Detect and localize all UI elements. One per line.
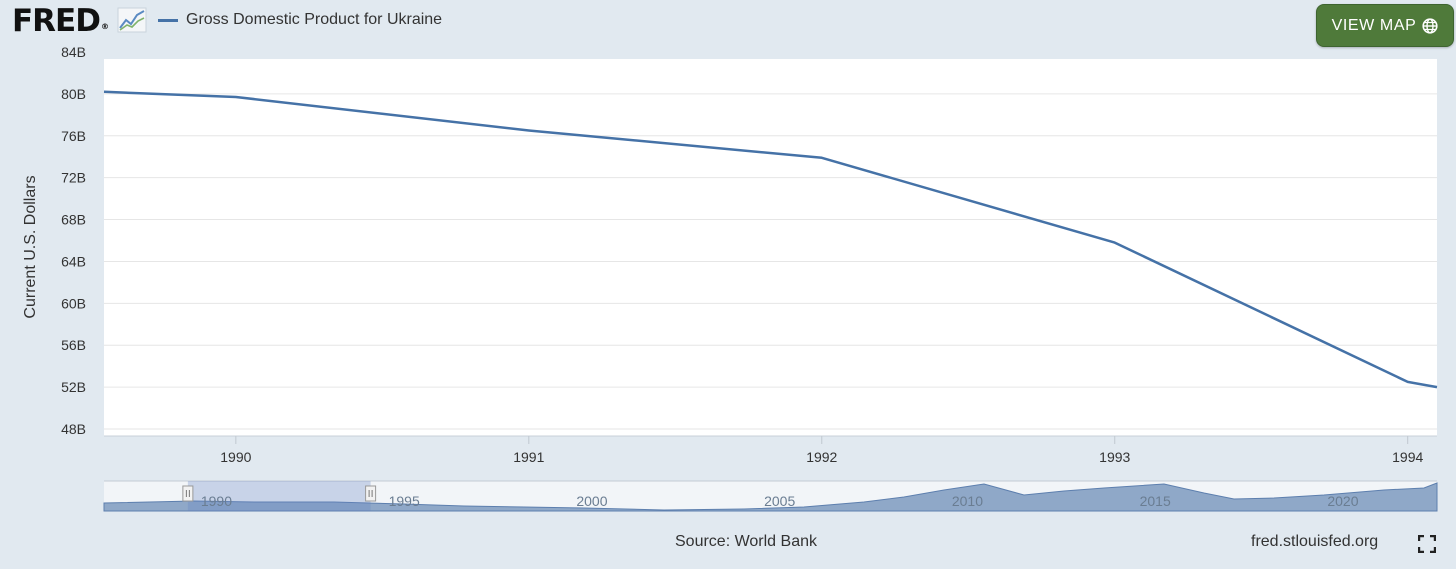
site-link[interactable]: fred.stlouisfed.org xyxy=(1251,533,1379,550)
navigator-year-label: 2010 xyxy=(952,493,983,509)
x-tick-label: 1994 xyxy=(1392,449,1423,465)
x-tick-label: 1992 xyxy=(806,449,837,465)
navigator-handle[interactable] xyxy=(365,485,377,502)
navigator-selection xyxy=(187,481,371,511)
legend-swatch xyxy=(158,18,178,22)
navigator-handle[interactable] xyxy=(182,485,194,502)
navigator-year-label: 2005 xyxy=(764,493,795,509)
x-tick-label: 1990 xyxy=(220,449,251,465)
y-tick-label: 64B xyxy=(61,253,86,269)
y-tick-label: 60B xyxy=(61,295,86,311)
navigator-series-area xyxy=(103,482,1438,512)
navigator-year-label: 1990 xyxy=(201,493,232,509)
source-label: Source: World Bank xyxy=(675,533,817,550)
registered-mark: ® xyxy=(100,22,109,31)
y-tick-label: 56B xyxy=(61,337,86,353)
plot-area xyxy=(104,59,1437,436)
y-tick-label: 72B xyxy=(61,170,86,186)
y-tick-label: 48B xyxy=(61,421,86,437)
y-tick-label: 68B xyxy=(61,212,86,228)
x-tick-label: 1991 xyxy=(513,449,544,465)
fred-logo[interactable]: FRED® xyxy=(12,3,109,44)
chart-legend[interactable]: Gross Domestic Product for Ukraine xyxy=(158,11,442,29)
navigator-year-label: 2020 xyxy=(1327,493,1358,509)
fullscreen-icon[interactable] xyxy=(1418,535,1436,553)
y-tick-label: 80B xyxy=(61,86,86,102)
navigator-year-label: 2000 xyxy=(576,493,607,509)
navigator-year-label: 2015 xyxy=(1140,493,1171,509)
navigator-year-label: 1995 xyxy=(389,493,420,509)
view-map-button[interactable]: VIEW MAP xyxy=(1316,4,1454,47)
globe-icon xyxy=(1422,17,1439,34)
y-tick-label: 76B xyxy=(61,128,86,144)
line-chart-icon xyxy=(117,7,147,33)
series-line xyxy=(103,90,1438,389)
y-tick-label: 52B xyxy=(61,379,86,395)
x-tick-label: 1993 xyxy=(1099,449,1130,465)
legend-series-label: Gross Domestic Product for Ukraine xyxy=(186,11,443,28)
logo-text: FRED xyxy=(12,3,101,39)
y-tick-label: 84B xyxy=(61,44,86,60)
y-axis-title: Current U.S. Dollars xyxy=(22,175,39,318)
view-map-label: VIEW MAP xyxy=(1331,16,1417,34)
